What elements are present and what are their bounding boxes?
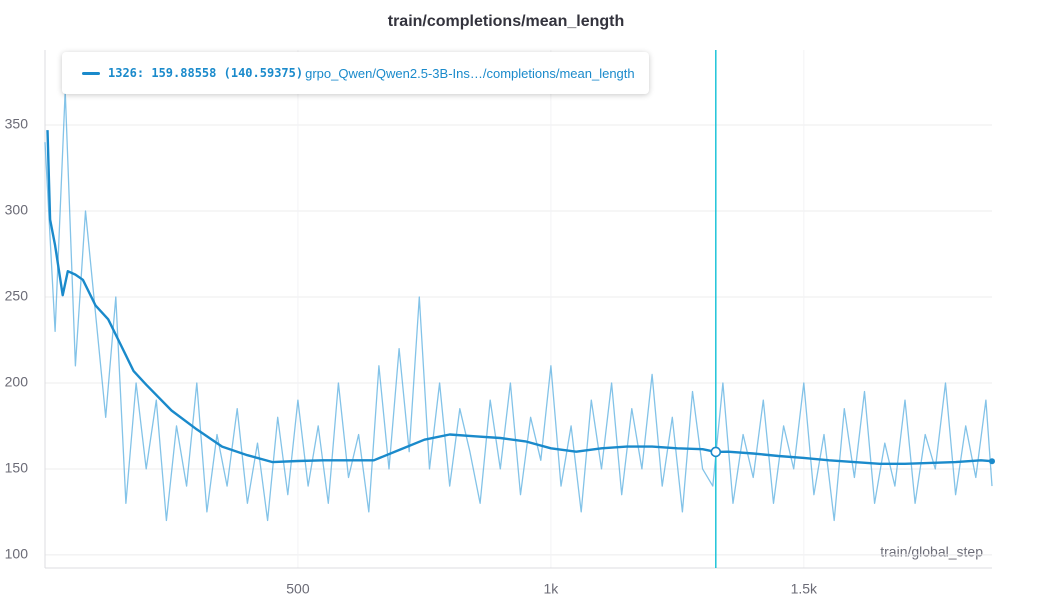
hover-point bbox=[710, 446, 722, 458]
chart-title: train/completions/mean_length bbox=[388, 13, 624, 30]
x-axis-label: train/global_step bbox=[880, 544, 983, 560]
y-tick-label: 150 bbox=[5, 460, 29, 476]
x-tick-label: 500 bbox=[286, 581, 310, 597]
x-tick-label: 1.5k bbox=[791, 581, 818, 597]
y-tick-label: 250 bbox=[5, 288, 29, 304]
smoothed-line bbox=[46, 130, 993, 465]
y-tick-label: 200 bbox=[5, 374, 29, 390]
x-tick-label: 1k bbox=[543, 581, 559, 597]
tooltip-smoothed: 159.88558 bbox=[151, 66, 217, 80]
legend-swatch bbox=[82, 71, 100, 75]
y-tick-label: 100 bbox=[5, 546, 29, 562]
tooltip-run: grpo_Qwen/Qwen2.5-3B-Ins…/completions/me… bbox=[305, 65, 635, 81]
end-point bbox=[989, 458, 995, 465]
y-tick-label: 300 bbox=[5, 202, 29, 218]
tooltip-step: 1326 bbox=[108, 66, 137, 80]
raw-line bbox=[44, 89, 993, 522]
tooltip: 1326: 159.88558 ( 140.59375) grpo_Qwen/Q… bbox=[62, 52, 649, 94]
y-tick-label: 350 bbox=[5, 116, 29, 132]
tooltip-raw: 140.59375 bbox=[230, 66, 296, 80]
